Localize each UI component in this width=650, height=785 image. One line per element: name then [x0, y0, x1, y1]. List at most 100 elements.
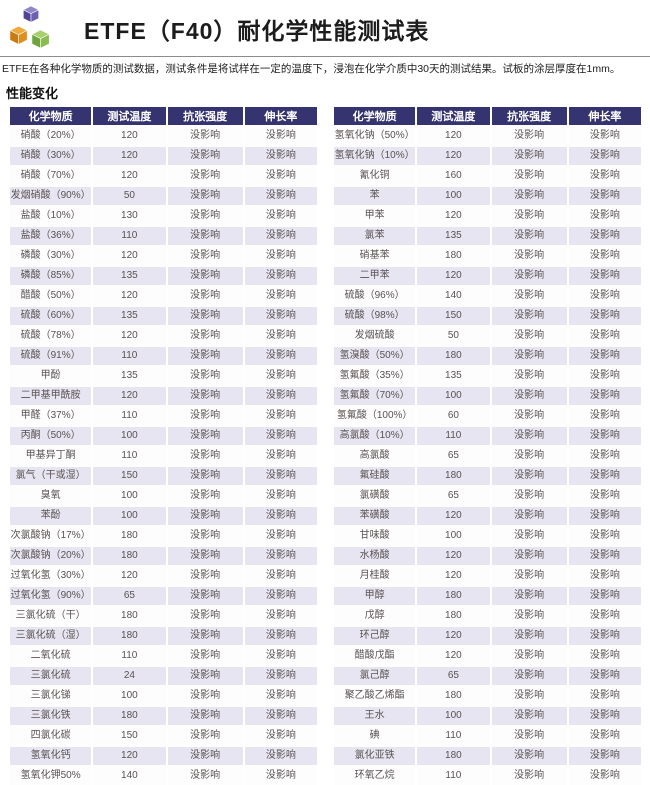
- test-temperature-cell: 65: [417, 667, 490, 685]
- test-temperature-cell: 100: [417, 527, 490, 545]
- test-temperature-cell: 120: [417, 547, 490, 565]
- test-temperature-cell: 110: [93, 407, 166, 425]
- elongation-cell: 没影响: [244, 647, 317, 665]
- test-temperature-cell: 180: [417, 467, 490, 485]
- elongation-cell: 没影响: [568, 127, 641, 145]
- table-row: 盐酸（36%） 110 没影响 没影响: [10, 227, 317, 245]
- table-row: 高氯酸 65 没影响 没影响: [334, 447, 641, 465]
- test-temperature-cell: 180: [417, 607, 490, 625]
- chemical-name-cell: 环己醇: [334, 627, 416, 645]
- column-header: 抗张强度: [491, 107, 567, 125]
- elongation-cell: 没影响: [244, 627, 317, 645]
- elongation-cell: 没影响: [244, 427, 317, 445]
- test-temperature-cell: 65: [417, 487, 490, 505]
- table-row: 氰化铜 160 没影响 没影响: [334, 167, 641, 185]
- section-title: 性能变化: [6, 86, 59, 101]
- test-temperature-cell: 130: [93, 207, 166, 225]
- tensile-strength-cell: 没影响: [491, 287, 567, 305]
- test-temperature-cell: 120: [93, 327, 166, 345]
- elongation-cell: 没影响: [568, 487, 641, 505]
- chemical-name-cell: 氢氧化钠（10%）: [334, 147, 416, 165]
- chemical-name-cell: 苯酚: [10, 507, 92, 525]
- elongation-cell: 没影响: [568, 767, 641, 785]
- table-row: 四氯化碳 150 没影响 没影响: [10, 727, 317, 745]
- table-row: 苯磺酸 120 没影响 没影响: [334, 507, 641, 525]
- header-divider: [0, 56, 650, 57]
- elongation-cell: 没影响: [568, 307, 641, 325]
- chemical-name-cell: 聚乙酸乙烯酯: [334, 687, 416, 705]
- page-title: ETFE（F40）耐化学性能测试表: [84, 18, 430, 44]
- tensile-strength-cell: 没影响: [491, 147, 567, 165]
- chemical-name-cell: 氢氧化钠（50%）: [334, 127, 416, 145]
- test-temperature-cell: 100: [93, 487, 166, 505]
- elongation-cell: 没影响: [244, 247, 317, 265]
- tensile-strength-cell: 没影响: [167, 467, 243, 485]
- table-header-row: 化学物质 测试温度 抗张强度 伸长率: [334, 107, 641, 125]
- elongation-cell: 没影响: [568, 267, 641, 285]
- test-temperature-cell: 180: [93, 707, 166, 725]
- chemical-name-cell: 二氧化硫: [10, 647, 92, 665]
- test-temperature-cell: 135: [417, 227, 490, 245]
- table-row: 硝酸（30%） 120 没影响 没影响: [10, 147, 317, 165]
- chemical-name-cell: 环氧乙烷: [334, 767, 416, 785]
- table-row: 三氯化硫（干） 180 没影响 没影响: [10, 607, 317, 625]
- chemical-name-cell: 甲酚: [10, 367, 92, 385]
- elongation-cell: 没影响: [244, 487, 317, 505]
- tensile-strength-cell: 没影响: [491, 647, 567, 665]
- tensile-strength-cell: 没影响: [491, 227, 567, 245]
- table-row: 醋酸（50%） 120 没影响 没影响: [10, 287, 317, 305]
- tensile-strength-cell: 没影响: [491, 207, 567, 225]
- table-row: 苯酚 100 没影响 没影响: [10, 507, 317, 525]
- table-row: 氯磺酸 65 没影响 没影响: [334, 487, 641, 505]
- tensile-strength-cell: 没影响: [167, 307, 243, 325]
- elongation-cell: 没影响: [244, 727, 317, 745]
- table-row: 过氧化氢（90%） 65 没影响 没影响: [10, 587, 317, 605]
- test-temperature-cell: 110: [93, 447, 166, 465]
- table-row: 磷酸（30%） 120 没影响 没影响: [10, 247, 317, 265]
- tensile-strength-cell: 没影响: [491, 447, 567, 465]
- table-row: 高氯酸（10%） 110 没影响 没影响: [334, 427, 641, 445]
- tensile-strength-cell: 没影响: [167, 167, 243, 185]
- elongation-cell: 没影响: [568, 247, 641, 265]
- tensile-strength-cell: 没影响: [167, 187, 243, 205]
- test-temperature-cell: 135: [93, 267, 166, 285]
- elongation-cell: 没影响: [244, 327, 317, 345]
- tensile-strength-cell: 没影响: [491, 187, 567, 205]
- table-row: 臭氧 100 没影响 没影响: [10, 487, 317, 505]
- three-cubes-logo-icon: [9, 6, 50, 49]
- tensile-strength-cell: 没影响: [491, 607, 567, 625]
- elongation-cell: 没影响: [244, 147, 317, 165]
- chemical-name-cell: 氢氟酸（70%）: [334, 387, 416, 405]
- chemical-name-cell: 硫酸（60%）: [10, 307, 92, 325]
- table-row: 甲酚 135 没影响 没影响: [10, 367, 317, 385]
- tensile-strength-cell: 没影响: [167, 447, 243, 465]
- test-temperature-cell: 120: [93, 247, 166, 265]
- tensile-strength-cell: 没影响: [167, 547, 243, 565]
- elongation-cell: 没影响: [244, 167, 317, 185]
- table-row: 硫酸（78%） 120 没影响 没影响: [10, 327, 317, 345]
- elongation-cell: 没影响: [244, 227, 317, 245]
- tensile-strength-cell: 没影响: [491, 627, 567, 645]
- chemical-name-cell: 次氯酸钠（20%）: [10, 547, 92, 565]
- elongation-cell: 没影响: [568, 147, 641, 165]
- elongation-cell: 没影响: [568, 507, 641, 525]
- test-temperature-cell: 100: [93, 427, 166, 445]
- tensile-strength-cell: 没影响: [491, 367, 567, 385]
- table-row: 磷酸（85%） 135 没影响 没影响: [10, 267, 317, 285]
- tensile-strength-cell: 没影响: [167, 327, 243, 345]
- chemical-name-cell: 次氯酸钠（17%）: [10, 527, 92, 545]
- chemical-name-cell: 氯己醇: [334, 667, 416, 685]
- test-conditions-description: ETFE在各种化学物质的测试数据，测试条件是将试样在一定的温度下，浸泡在化学介质…: [2, 63, 621, 75]
- elongation-cell: 没影响: [568, 547, 641, 565]
- table-row: 三氯化铁 180 没影响 没影响: [10, 707, 317, 725]
- table-row: 甲基异丁酮 110 没影响 没影响: [10, 447, 317, 465]
- table-row: 硫酸（91%） 110 没影响 没影响: [10, 347, 317, 365]
- tensile-strength-cell: 没影响: [491, 667, 567, 685]
- tensile-strength-cell: 没影响: [491, 567, 567, 585]
- table-row: 二甲基甲酰胺 120 没影响 没影响: [10, 387, 317, 405]
- elongation-cell: 没影响: [244, 747, 317, 765]
- test-temperature-cell: 50: [417, 327, 490, 345]
- chemical-name-cell: 过氧化氢（30%）: [10, 567, 92, 585]
- chemical-name-cell: 戊醇: [334, 607, 416, 625]
